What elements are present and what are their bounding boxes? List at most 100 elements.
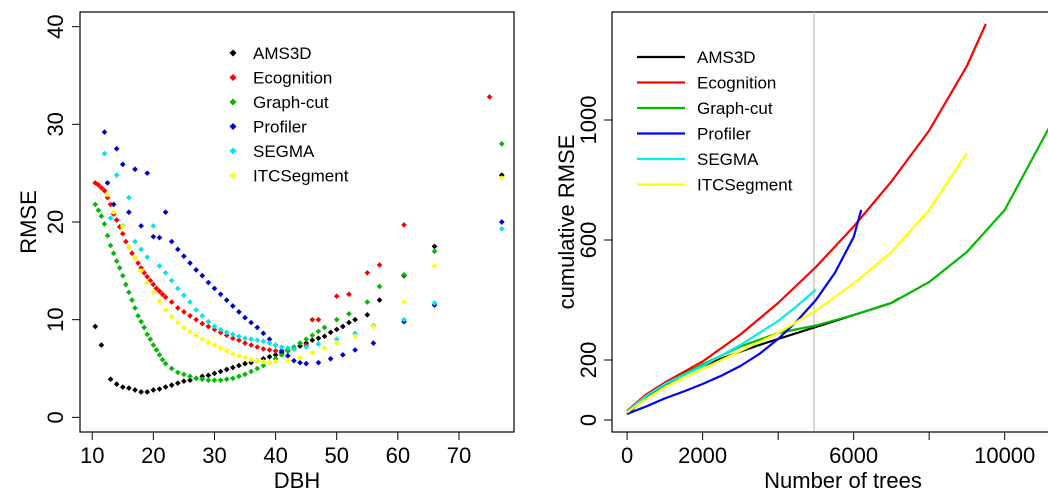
data-point: [104, 191, 111, 198]
data-point: [126, 194, 132, 201]
data-point: [113, 172, 120, 178]
data-point: [315, 341, 322, 347]
data-point: [272, 358, 279, 365]
data-point: [156, 352, 163, 358]
data-point: [107, 201, 114, 208]
data-point: [156, 263, 163, 269]
data-point: [199, 272, 206, 279]
data-point: [229, 364, 236, 371]
data-point: [223, 332, 230, 339]
data-point: [181, 292, 187, 299]
data-point: [376, 297, 383, 303]
data-point: [168, 238, 175, 245]
data-point: [431, 263, 438, 269]
left-x-tick-label: 70: [447, 443, 471, 468]
data-point: [431, 300, 438, 306]
data-point: [174, 369, 181, 376]
data-point: [242, 371, 248, 378]
right-x-axis: 0 2000 6000 10000: [621, 431, 1035, 468]
data-point: [309, 350, 316, 356]
data-point: [211, 323, 218, 330]
cumulative-rmse-chart: 0 2000 6000 10000 0 200 600 1000 AMS3D Ecogniti…: [554, 11, 1048, 493]
data-point: [110, 250, 117, 257]
data-point: [242, 314, 248, 321]
legend-label: Ecognition: [697, 74, 776, 93]
data-point: [242, 354, 248, 361]
data-point: [187, 299, 193, 305]
legend-marker: [229, 122, 237, 131]
left-x-tick-label: 40: [263, 443, 287, 468]
data-point: [229, 331, 236, 338]
data-point: [327, 329, 334, 336]
data-point: [92, 323, 99, 330]
data-point: [98, 213, 105, 219]
data-point: [248, 319, 254, 326]
data-point: [138, 268, 144, 274]
data-point: [272, 355, 279, 362]
data-point: [266, 359, 273, 366]
data-point: [193, 332, 199, 339]
data-point: [205, 323, 212, 330]
data-point: [156, 386, 163, 392]
data-point: [193, 307, 199, 313]
legend-marker: [229, 98, 237, 106]
right-legend: AMS3D Ecognition Graph-cut Profiler SEGMA ITC…: [637, 48, 793, 195]
data-point: [211, 370, 218, 377]
data-point: [144, 170, 151, 176]
legend-label: Graph-cut: [253, 93, 329, 112]
legend-item-profiler: Profiler: [637, 125, 751, 144]
data-point: [315, 328, 322, 335]
data-point: [123, 281, 129, 288]
data-point: [352, 347, 358, 353]
data-point: [101, 150, 108, 157]
legend-label: Graph-cut: [697, 99, 773, 118]
data-point: [352, 330, 358, 337]
data-point: [211, 326, 218, 333]
data-point: [278, 352, 285, 358]
data-point: [278, 344, 285, 350]
data-point: [104, 180, 111, 186]
data-point: [260, 346, 267, 352]
data-point: [104, 194, 111, 201]
data-point: [113, 217, 120, 223]
data-point: [260, 358, 267, 365]
left-y-axis-title: RMSE: [16, 190, 41, 254]
data-point: [156, 234, 163, 241]
data-point: [272, 352, 279, 358]
data-point: [150, 223, 157, 229]
right-x-tick-label: 0: [621, 443, 633, 468]
legend-label: Ecognition: [253, 69, 332, 88]
data-point: [159, 291, 166, 298]
data-point: [138, 318, 144, 325]
data-point: [95, 207, 102, 214]
data-point: [291, 346, 297, 352]
series-ams3d: [92, 172, 505, 395]
legend-item-ecognition: Ecognition: [229, 69, 332, 88]
data-point: [113, 381, 120, 387]
data-point: [193, 267, 199, 273]
data-point: [199, 336, 206, 343]
legend-item-segma: SEGMA: [637, 150, 759, 169]
data-point: [141, 324, 148, 331]
legend-label: Profiler: [253, 118, 307, 137]
legend-item-itcsegment: ITCSegment: [637, 176, 793, 195]
data-point: [135, 312, 141, 319]
data-point: [254, 365, 261, 372]
data-point: [162, 209, 169, 216]
series-ecognition: [92, 94, 493, 354]
legend-item-ams3d: AMS3D: [229, 44, 312, 63]
data-point: [401, 299, 407, 305]
data-point: [346, 310, 352, 317]
data-point: [101, 129, 108, 135]
data-point: [119, 384, 126, 390]
data-point: [144, 273, 151, 280]
left-y-tick-label: 0: [43, 411, 68, 423]
data-point: [297, 340, 303, 346]
data-point: [199, 376, 206, 383]
left-y-tick-label: 40: [43, 14, 68, 38]
left-x-tick-label: 20: [141, 443, 165, 468]
right-y-tick-label: 200: [576, 342, 601, 379]
data-point: [291, 357, 297, 364]
legend-label: SEGMA: [253, 142, 315, 161]
data-point: [285, 357, 291, 364]
